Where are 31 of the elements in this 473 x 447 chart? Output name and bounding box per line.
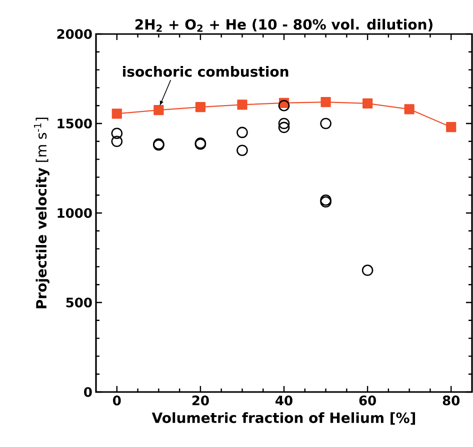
point [278, 118, 290, 130]
point [112, 108, 122, 119]
point [404, 104, 414, 114]
x-axis-title: Volumetric fraction of Helium [%] [152, 412, 416, 425]
point [237, 100, 248, 110]
point [154, 105, 164, 116]
y-tick-label: 0 [84, 387, 92, 397]
y-tick-label: 1500 [58, 118, 92, 128]
annotation: isochoric combustion [123, 66, 288, 77]
point [320, 118, 332, 130]
y-tick-label: 2000 [57, 29, 92, 39]
point [362, 98, 373, 108]
point [278, 122, 290, 134]
x-tick-label: 20 [192, 396, 209, 406]
point [320, 96, 331, 108]
x-tick-label: 0 [112, 396, 121, 406]
y-tick-label: 1000 [58, 208, 92, 218]
x-tick-label: 40 [276, 396, 292, 406]
y-tick-label: 500 [66, 298, 92, 308]
x-tick-label: 80 [442, 396, 460, 406]
chart-title: 2H$_{2}$ + O$_{2}$ + He (10 - 80% vol. dilution) [135, 18, 432, 32]
x-tick-label: 60 [359, 396, 376, 406]
point [278, 100, 290, 112]
point [446, 122, 456, 132]
y-axis-title: Projectile velocity [m s$^{-1}$] [34, 118, 50, 308]
point [195, 102, 206, 112]
point [236, 144, 248, 156]
point [362, 264, 374, 276]
point [236, 126, 248, 138]
point [111, 136, 123, 148]
point [111, 128, 123, 139]
